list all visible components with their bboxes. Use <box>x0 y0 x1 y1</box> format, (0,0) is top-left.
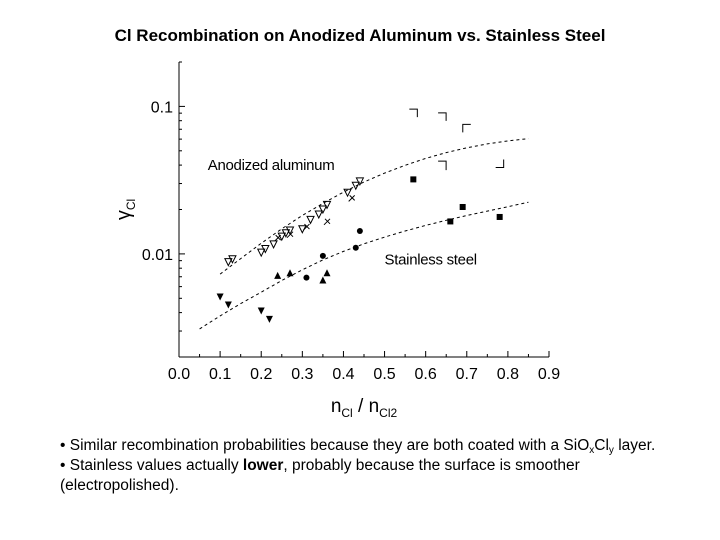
x-tick-label: 0.8 <box>497 366 519 383</box>
series-annotation: Stainless steel <box>385 251 477 268</box>
scatter-chart: 0.0 0.1 0.2 0.3 0.4 0.5 0.6 0.7 0.8 0.9 0.1 0.01 nCl… <box>113 61 560 420</box>
point-open-triangle <box>285 226 295 236</box>
point-open-triangle <box>306 215 315 225</box>
point-corner <box>409 108 418 118</box>
fit-line-stainless <box>199 201 529 330</box>
point-triangle-up <box>274 271 282 279</box>
bullet-2-pre: • Stainless values actually <box>60 457 243 474</box>
bullet-1-text: • Similar recombination probabilities be… <box>60 437 590 454</box>
y-tick-label: 0.01 <box>142 247 173 264</box>
point-open-triangle <box>322 200 332 210</box>
bullet-1-end: layer. <box>613 437 656 454</box>
bullet-list: • Similar recombination probabilities be… <box>60 436 680 496</box>
fit-line-anodized <box>219 138 529 275</box>
x-tick-label: 0.5 <box>373 366 395 383</box>
bullet-1-sub-x: x <box>589 445 595 456</box>
point-triangle-down <box>265 315 273 323</box>
x-tick-label: 0.6 <box>415 366 437 383</box>
series-annotation: Anodized aluminum <box>208 157 335 174</box>
x-tick-label: 0.3 <box>291 366 313 383</box>
point-circle <box>303 274 310 281</box>
point-triangle-down <box>224 301 232 309</box>
point-corner <box>438 160 447 171</box>
x-tick-label: 0.0 <box>168 366 190 383</box>
bullet-1-sub-y: y <box>608 445 614 456</box>
point-open-triangle <box>281 229 291 238</box>
point-circle <box>356 227 363 234</box>
point-open-triangle <box>351 181 361 191</box>
point-open-triangle <box>314 210 324 220</box>
point-square <box>447 218 454 225</box>
bullet-similar: • Similar recombination probabilities be… <box>60 436 680 456</box>
x-tick-label: 0.4 <box>332 366 354 383</box>
y-axis-title: γCl <box>113 199 138 220</box>
point-corner <box>438 112 447 121</box>
x-tick-label: 0.7 <box>456 366 478 383</box>
point-triangle-up <box>286 269 294 277</box>
point-triangle-down <box>216 293 224 301</box>
point-cross <box>274 234 282 242</box>
point-triangle-up <box>323 269 331 277</box>
point-open-triangle <box>228 255 237 264</box>
x-tick-label: 0.9 <box>538 366 560 383</box>
point-square <box>459 203 466 210</box>
point-square <box>410 176 417 183</box>
axes <box>178 61 550 358</box>
point-triangle-up <box>319 276 327 284</box>
point-open-triangle <box>224 258 233 267</box>
bullet-2-post: , probably because the surface is smooth… <box>60 457 580 494</box>
chart-labels: 0.0 0.1 0.2 0.3 0.4 0.5 0.6 0.7 0.8 0.9 0.1 0.01 nCl… <box>113 99 560 420</box>
y-tick-label: 0.1 <box>151 99 173 116</box>
point-open-triangle <box>269 240 278 250</box>
bullet-1-mid: Cl <box>594 437 609 454</box>
point-open-triangle <box>261 244 270 254</box>
data-points <box>216 108 505 323</box>
point-cross <box>303 223 310 231</box>
point-open-triangle <box>277 232 287 242</box>
point-cross <box>286 231 294 239</box>
point-square <box>496 213 503 220</box>
x-axis-title: nCl / nCl2 <box>331 396 398 420</box>
point-open-triangle <box>343 188 352 198</box>
point-circle <box>319 252 326 259</box>
x-tick-label: 0.2 <box>250 366 272 383</box>
point-open-triangle <box>256 248 266 258</box>
point-cross <box>323 218 331 226</box>
slide-title: Cl Recombination on Anodized Aluminum vs… <box>114 26 606 45</box>
point-circle <box>352 244 359 251</box>
x-tick-label: 0.1 <box>209 366 231 383</box>
bullet-stainless: • Stainless values actually lower, proba… <box>60 456 680 496</box>
point-open-triangle <box>355 177 365 187</box>
point-triangle-down <box>257 307 265 315</box>
bullet-2-bold: lower <box>242 457 284 474</box>
point-cross <box>348 195 356 202</box>
point-open-triangle <box>318 205 328 215</box>
fit-lines <box>199 138 529 330</box>
point-corner <box>462 123 471 133</box>
point-corner <box>495 159 505 169</box>
